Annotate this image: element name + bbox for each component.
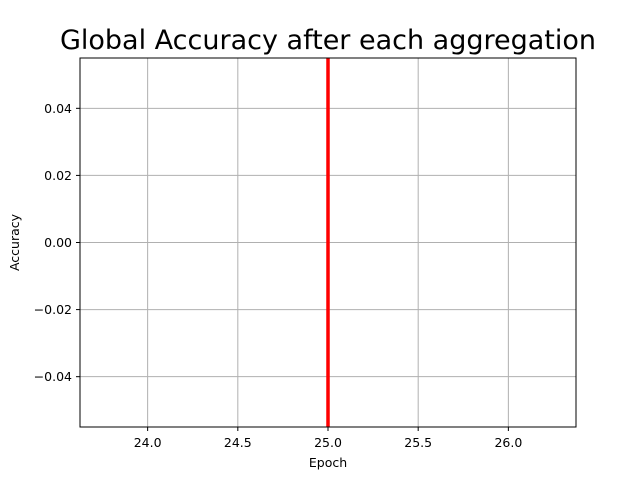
- x-tick-label: 24.5: [224, 435, 252, 450]
- x-tick-label: 25.5: [404, 435, 432, 450]
- chart-title: Global Accuracy after each aggregation: [60, 25, 596, 56]
- y-axis-label: Accuracy: [7, 213, 22, 271]
- y-tick-label: 0.00: [44, 235, 72, 250]
- x-tick-label: 25.0: [314, 435, 342, 450]
- x-tick-label: 24.0: [134, 435, 162, 450]
- y-tick-label: −0.02: [34, 302, 72, 317]
- x-axis-ticks: 24.0 24.5 25.0 25.5 26.0: [134, 427, 522, 450]
- y-axis-ticks: 0.04 0.02 0.00 −0.02 −0.04: [34, 101, 80, 384]
- x-tick-label: 26.0: [494, 435, 522, 450]
- y-tick-label: 0.04: [44, 101, 72, 116]
- y-tick-label: −0.04: [34, 369, 72, 384]
- x-axis-label: Epoch: [309, 455, 347, 470]
- y-tick-label: 0.02: [44, 168, 72, 183]
